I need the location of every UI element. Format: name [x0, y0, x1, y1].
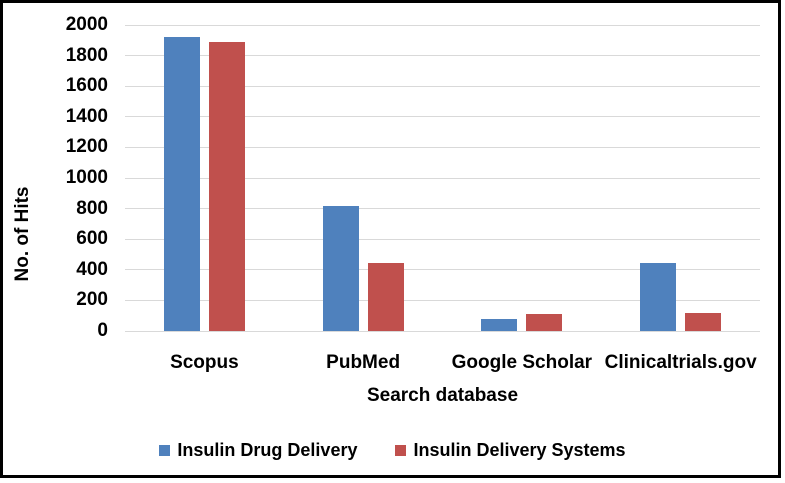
bar-insulin-drug-delivery-pubmed: [322, 205, 359, 331]
x-category-google-scholar: Google Scholar: [451, 352, 593, 373]
legend-label-insulin-delivery-systems: Insulin Delivery Systems: [413, 440, 626, 460]
gridline-400: [125, 269, 760, 271]
y-tick-200: 200: [76, 289, 108, 311]
bar-insulin-delivery-systems-scopus: [208, 41, 245, 331]
gridline-200: [125, 299, 760, 301]
gridline-1800: [125, 55, 760, 57]
legend-item-insulin-drug-delivery: Insulin Drug Delivery: [159, 440, 357, 461]
legend: Insulin Drug Delivery Insulin Delivery Sy…: [0, 440, 785, 461]
y-tick-1400: 1400: [65, 105, 108, 127]
bar-insulin-delivery-systems-pubmed: [367, 262, 404, 331]
legend-label-insulin-drug-delivery: Insulin Drug Delivery: [177, 440, 358, 460]
x-category-scopus: Scopus: [170, 352, 239, 373]
y-tick-2000: 2000: [65, 14, 108, 35]
y-tick-0: 0: [97, 320, 108, 341]
gridline-600: [125, 238, 760, 240]
bar-insulin-drug-delivery-clinicaltrials-gov: [640, 262, 677, 331]
gridline-1400: [125, 116, 760, 118]
y-tick-1200: 1200: [65, 136, 108, 158]
bar-insulin-delivery-systems-google-scholar: [526, 314, 563, 331]
gridline-1000: [125, 177, 760, 179]
x-category-clinicaltrials-gov: Clinicaltrials.gov: [604, 352, 757, 373]
legend-swatch-icon-insulin-drug-delivery: [159, 445, 171, 456]
legend-item-insulin-delivery-systems: Insulin Delivery Systems: [395, 440, 626, 461]
gridline-2000: [125, 24, 760, 26]
bar-insulin-delivery-systems-clinicaltrials-gov: [685, 312, 722, 331]
y-tick-1000: 1000: [65, 167, 108, 188]
y-tick-800: 800: [76, 197, 108, 219]
gridline-800: [125, 208, 760, 210]
x-axis-title: Search database: [366, 385, 519, 406]
gridline-1600: [125, 85, 760, 87]
y-tick-1800: 1800: [65, 44, 108, 66]
y-tick-600: 600: [76, 228, 108, 250]
legend-swatch-icon-insulin-delivery-systems: [395, 445, 407, 456]
y-tick-1600: 1600: [65, 75, 108, 97]
bar-insulin-drug-delivery-google-scholar: [481, 318, 518, 331]
x-category-pubmed: PubMed: [326, 352, 401, 373]
bar-insulin-drug-delivery-scopus: [163, 37, 200, 331]
gridline-1200: [125, 146, 760, 148]
plot-area: [125, 24, 760, 332]
y-tick-400: 400: [76, 258, 108, 280]
gridline-0: [125, 330, 760, 332]
